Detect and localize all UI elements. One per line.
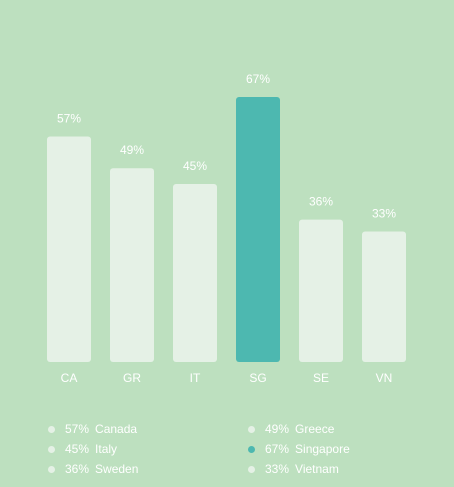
legend-name: Vietnam [295, 462, 339, 476]
x-tick-label: IT [190, 371, 201, 385]
legend-dot-icon [248, 425, 255, 433]
bar-value-label: 49% [120, 143, 144, 157]
legend-name: Canada [95, 422, 138, 436]
bar-gr [110, 168, 154, 362]
bar-chart: 57% CA 49% GR 45% IT 67% SG 36% SE 33% VN [47, 72, 406, 385]
bar-sg [236, 97, 280, 362]
legend-dot-icon [48, 465, 55, 473]
bar-value-label: 33% [372, 206, 396, 220]
legend-value: 49% [265, 422, 290, 436]
legend-item: 36% Sweden [48, 461, 248, 477]
legend-value: 36% [65, 462, 90, 476]
legend-value: 33% [265, 462, 290, 476]
chart-legend: 57% Canada 49% Greece 45% Italy 67% Singapore 36… [48, 421, 448, 477]
legend-dot-icon [248, 445, 255, 453]
bar-value-label: 45% [183, 159, 207, 173]
legend-item: 33% Vietnam [248, 461, 448, 477]
bar-vn [362, 231, 406, 362]
bar-value-label: 36% [309, 195, 333, 209]
bar-value-label: 57% [57, 112, 81, 126]
legend-item: 45% Italy [48, 441, 248, 457]
legend-dot-icon [48, 425, 55, 433]
bar-ca [47, 136, 91, 362]
bar-it [173, 184, 217, 362]
legend-name: Singapore [295, 442, 350, 456]
x-tick-label: SE [313, 371, 329, 385]
x-tick-label: VN [376, 371, 393, 385]
legend-item: 67% Singapore [248, 441, 448, 457]
legend-value: 45% [65, 442, 90, 456]
legend-value: 67% [265, 442, 290, 456]
legend-dot-icon [248, 465, 255, 473]
x-tick-label: CA [61, 371, 78, 385]
x-tick-label: GR [123, 371, 141, 385]
legend-item: 57% Canada [48, 421, 248, 437]
legend-dot-icon [48, 445, 55, 453]
x-tick-label: SG [249, 371, 266, 385]
legend-value: 57% [65, 422, 90, 436]
bar-se [299, 219, 343, 362]
legend-item: 49% Greece [248, 421, 448, 437]
legend-name: Greece [295, 422, 335, 436]
legend-name: Italy [95, 442, 118, 456]
legend-name: Sweden [95, 462, 139, 476]
bar-value-label: 67% [246, 72, 270, 86]
